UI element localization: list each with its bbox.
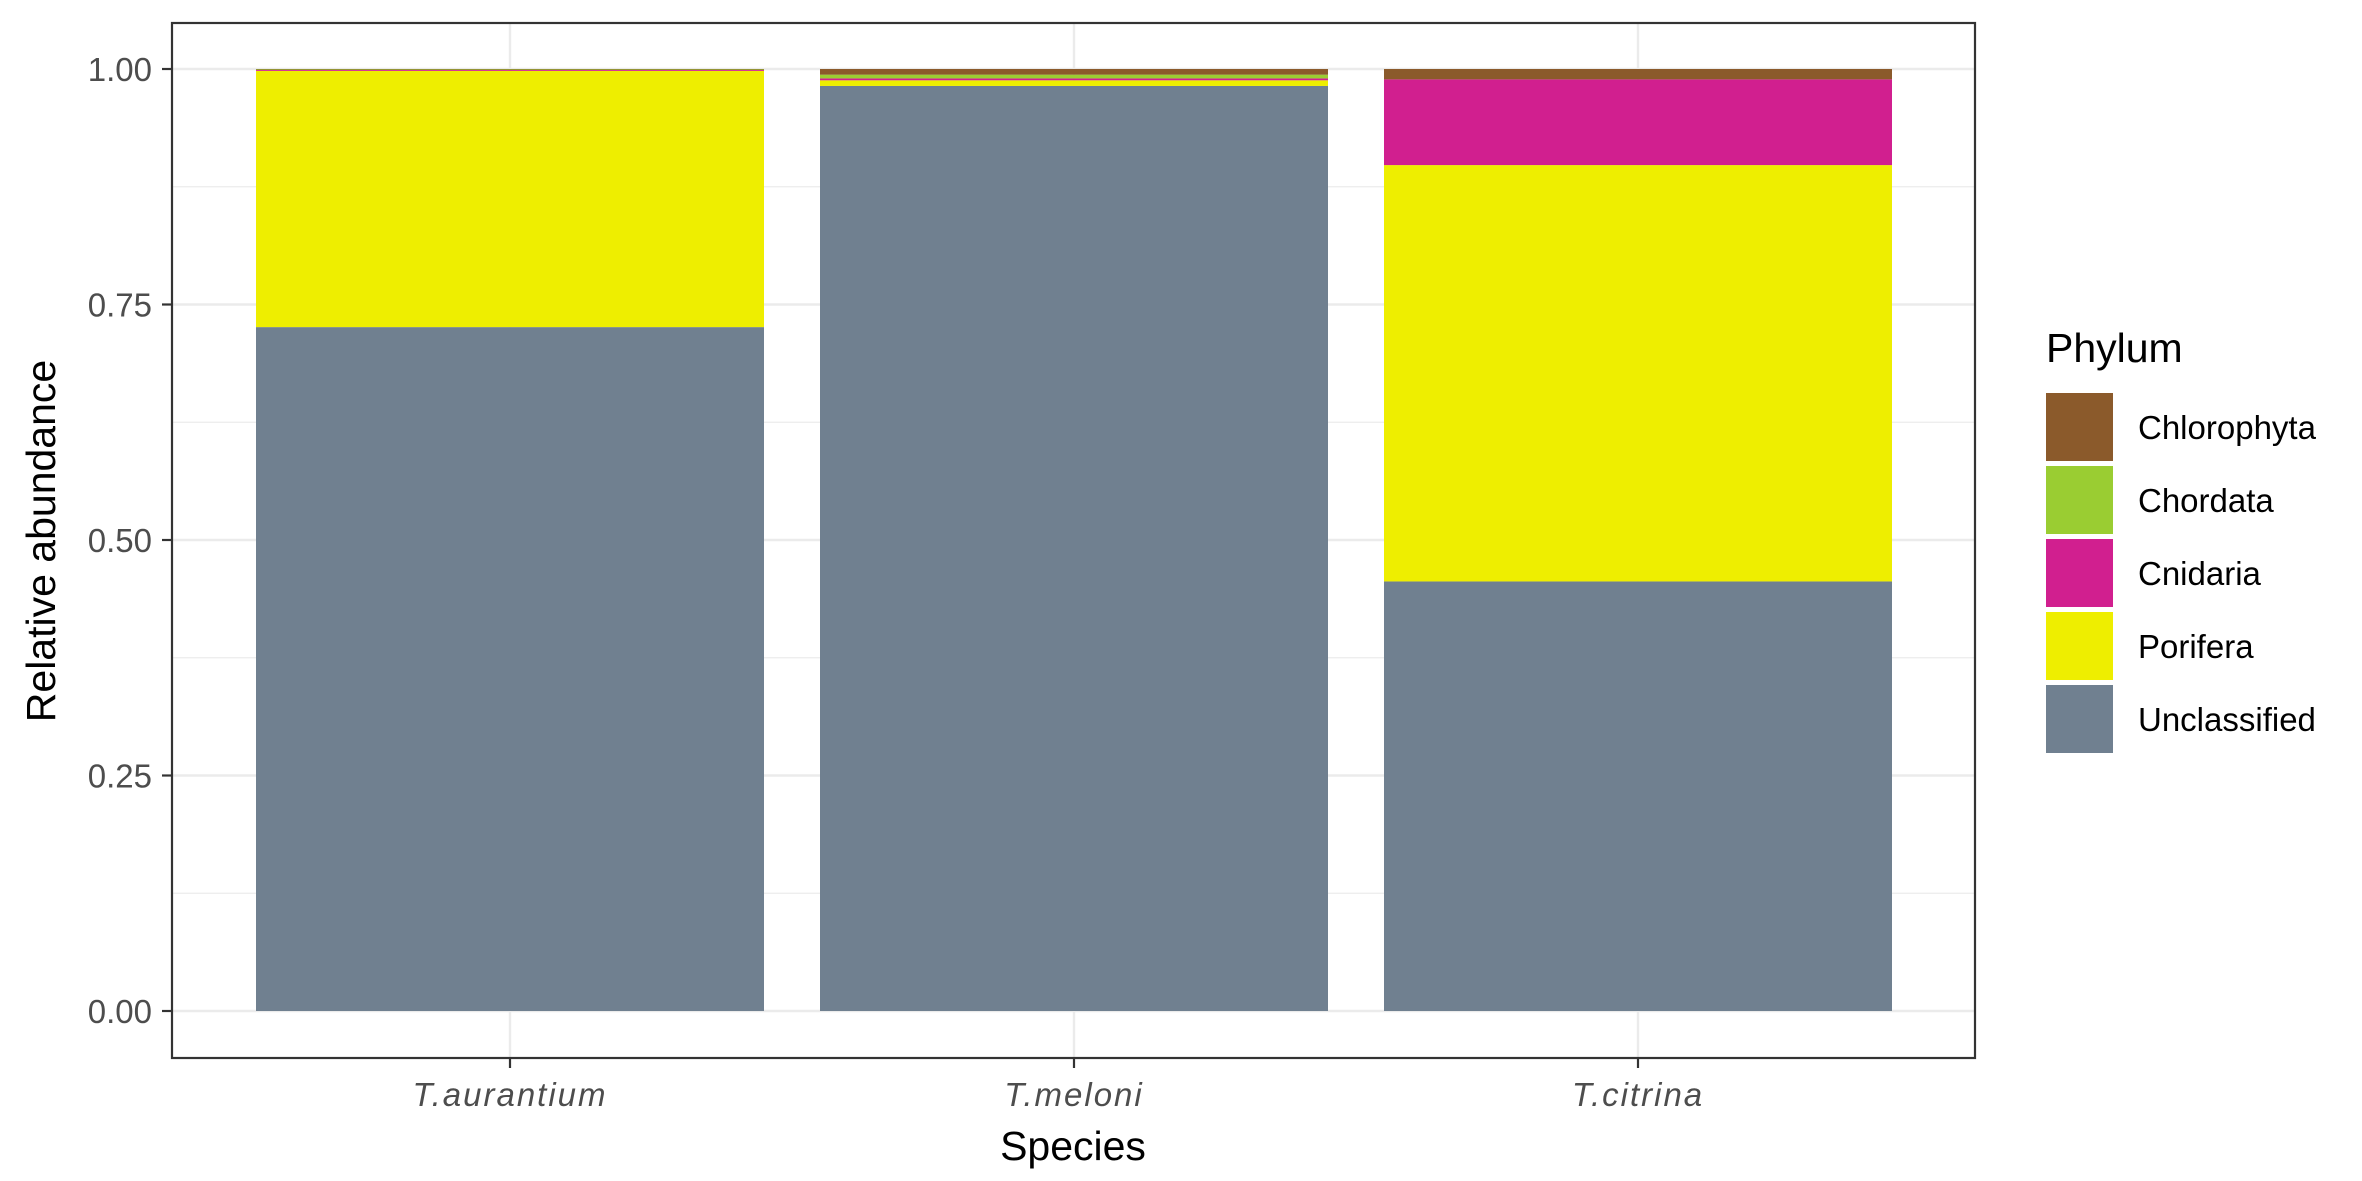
y-axis: 0.00 0.25 0.50 0.75 1.00	[88, 51, 172, 1030]
legend-label-chordata: Chordata	[2138, 482, 2274, 519]
bar-segment-unclassified-3	[1384, 581, 1892, 1011]
bar-segment-porifera-3	[1384, 165, 1892, 582]
legend-key-unclassified	[2046, 685, 2113, 753]
bar-segment-cnidaria-2	[820, 78, 1328, 81]
bar-segment-unclassified-2	[820, 85, 1328, 1012]
legend-key-chordata	[2046, 466, 2113, 534]
y-tick-label: 1.00	[88, 51, 152, 88]
legend-label-porifera: Porifera	[2138, 628, 2254, 665]
bar-segment-porifera-2	[820, 80, 1328, 86]
bar-segment-chordata-1	[256, 69, 764, 70]
legend-title: Phylum	[2046, 325, 2183, 371]
legend-label-chlorophyta: Chlorophyta	[2138, 409, 2317, 446]
x-tick-label: T.citrina	[1572, 1076, 1704, 1113]
legend: Phylum Chlorophyta Chordata Cnidaria Porife…	[2046, 325, 2317, 753]
bar-segment-unclassified-1	[256, 327, 764, 1011]
bar-segment-chlorophyta-3	[1384, 69, 1892, 80]
y-tick-label: 0.25	[88, 758, 152, 795]
x-axis: T.aurantium T.meloni T.citrina	[412, 1058, 1704, 1113]
bar-segment-chlorophyta-1	[256, 69, 764, 70]
legend-key-cnidaria	[2046, 539, 2113, 607]
bar-segment-chlorophyta-2	[820, 69, 1328, 75]
bar-segment-porifera-1	[256, 70, 764, 328]
y-axis-title: Relative abundance	[18, 360, 64, 722]
bar-segment-cnidaria-1	[256, 69, 764, 71]
bars	[256, 69, 1892, 1012]
x-axis-title: Species	[1000, 1123, 1146, 1169]
legend-label-cnidaria: Cnidaria	[2138, 555, 2262, 592]
legend-key-chlorophyta	[2046, 393, 2113, 461]
x-tick-label: T.aurantium	[412, 1076, 607, 1113]
bar-segment-chordata-2	[820, 74, 1328, 79]
bar-segment-cnidaria-3	[1384, 79, 1892, 166]
y-tick-label: 0.75	[88, 287, 152, 324]
y-tick-label: 0.00	[88, 993, 152, 1030]
y-tick-label: 0.50	[88, 522, 152, 559]
x-tick-label: T.meloni	[1004, 1076, 1144, 1113]
legend-key-porifera	[2046, 612, 2113, 680]
legend-label-unclassified: Unclassified	[2138, 701, 2316, 738]
